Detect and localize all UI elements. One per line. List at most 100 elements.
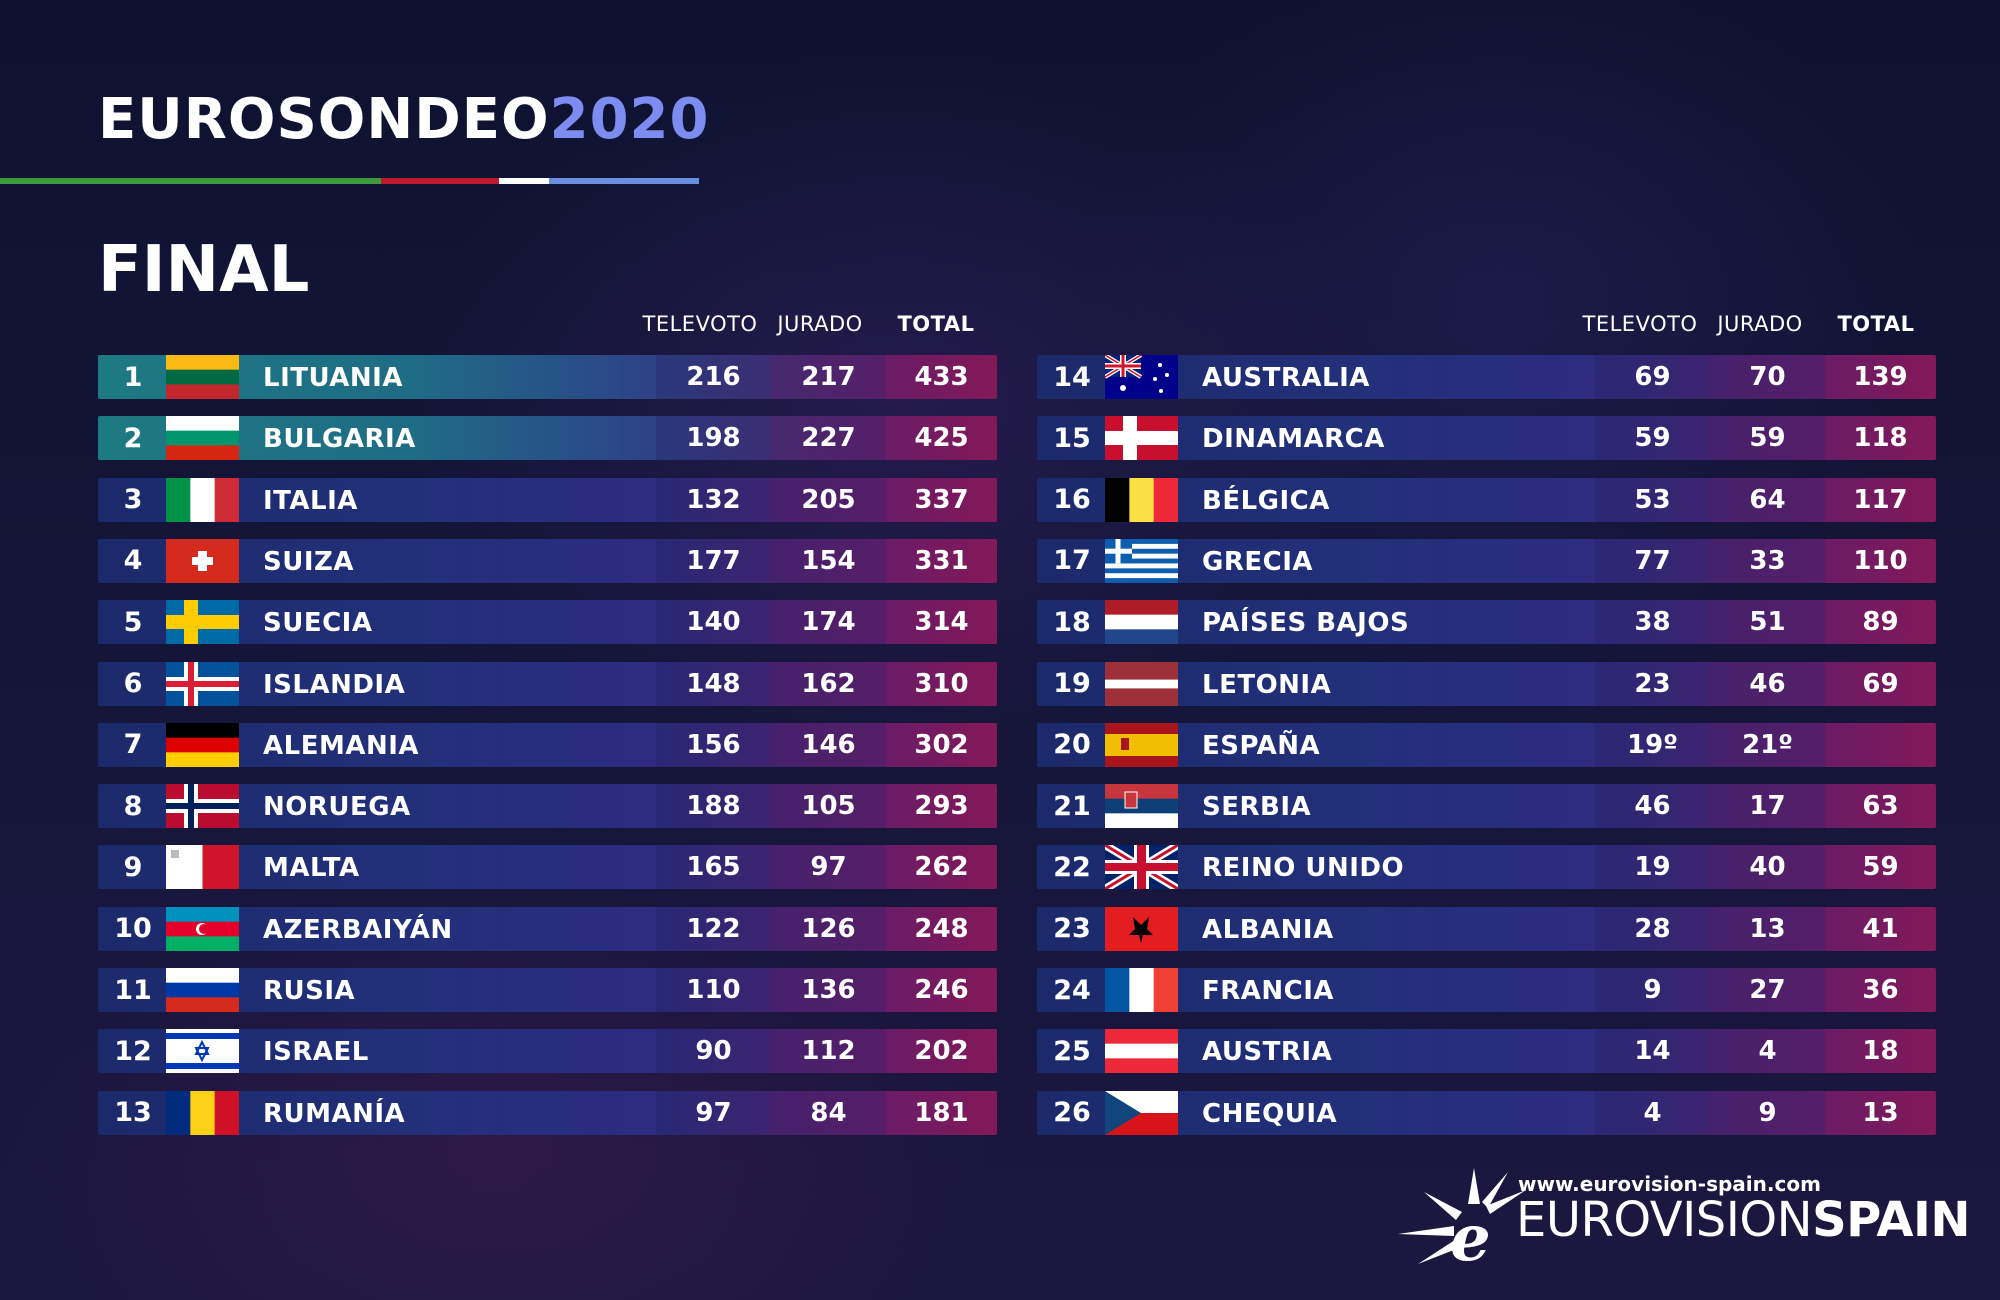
jurado-points: 70 (1710, 355, 1825, 399)
brand-name: EUROVISIONSPAIN (1516, 1196, 1971, 1244)
austria-flag-icon (1105, 1029, 1178, 1074)
televoto-points: 19º (1595, 722, 1710, 767)
stripe-white (499, 178, 549, 184)
total-points: 246 (886, 968, 997, 1012)
total-points: 248 (886, 906, 997, 951)
jurado-points: 105 (771, 784, 886, 829)
sweden-flag-icon (166, 600, 239, 645)
country-name: NORUEGA (263, 792, 411, 823)
country-name: LITUANIA (263, 363, 403, 393)
azerbaijan-flag-icon (166, 906, 239, 951)
jurado-points: 174 (771, 600, 886, 645)
country-name: CHEQUIA (1202, 1098, 1338, 1129)
total-points: 202 (886, 1029, 997, 1074)
table-row: 9 MALTA 165 97 262 (98, 845, 997, 890)
brand-bold: SPAIN (1812, 1192, 1971, 1248)
televoto-points: 69 (1595, 355, 1710, 399)
rank-number: 14 (1053, 361, 1091, 393)
table-row: 12 ISRAEL 90 112 202 (98, 1029, 997, 1074)
country-name: GRECIA (1202, 546, 1313, 577)
televoto-points: 38 (1595, 600, 1710, 645)
jurado-points: 59 (1710, 416, 1825, 461)
total-points: 117 (1825, 477, 1936, 522)
column-header-jurado: JURADO (777, 312, 863, 336)
rank-number: 20 (1053, 729, 1091, 761)
romania-flag-icon (166, 1090, 239, 1135)
televoto-points: 23 (1595, 661, 1710, 706)
televoto-points: 28 (1595, 906, 1710, 951)
jurado-points: 136 (771, 968, 886, 1012)
jurado-points: 112 (771, 1029, 886, 1074)
jurado-points: 162 (771, 661, 886, 706)
country-name: SUECIA (263, 608, 373, 639)
jurado-points: 154 (771, 538, 886, 583)
norway-flag-icon (166, 784, 239, 829)
jurado-points: 27 (1710, 968, 1825, 1012)
table-row: 19 LETONIA 23 46 69 (1037, 661, 1936, 706)
televoto-points: 122 (656, 906, 771, 951)
rank-number: 7 (123, 729, 143, 761)
rank-number: 24 (1053, 974, 1091, 1006)
jurado-points: 227 (771, 416, 886, 461)
rank-number: 2 (123, 422, 143, 454)
rank-number: 13 (114, 1097, 152, 1129)
country-name: ISRAEL (263, 1037, 369, 1068)
rank-number: 6 (123, 668, 143, 699)
rank-number: 9 (123, 851, 143, 883)
televoto-points: 90 (656, 1029, 771, 1074)
country-name: ALBANIA (1202, 914, 1334, 945)
total-points: 59 (1825, 845, 1936, 890)
total-points: 310 (886, 661, 997, 706)
televoto-points: 77 (1595, 538, 1710, 583)
jurado-points: 97 (771, 845, 886, 890)
jurado-points: 4 (1710, 1029, 1825, 1074)
total-points: 314 (886, 600, 997, 645)
jurado-points: 17 (1710, 784, 1825, 829)
column-header-jurado: JURADO (1717, 312, 1803, 336)
total-points: 41 (1825, 906, 1936, 951)
table-row: 10 AZERBAIYÁN 122 126 248 (98, 906, 997, 951)
table-row: 25 AUSTRIA 14 4 18 (1037, 1029, 1936, 1074)
rank-number: 12 (114, 1035, 152, 1067)
albania-flag-icon (1105, 906, 1178, 951)
country-name: FRANCIA (1202, 976, 1335, 1006)
australia-flag-icon (1105, 355, 1178, 399)
total-points: 18 (1825, 1029, 1936, 1074)
jurado-points: 217 (771, 355, 886, 399)
column-header-televoto: TELEVOTO (1582, 312, 1698, 336)
greece-flag-icon (1105, 538, 1178, 583)
table-row: 24 FRANCIA 9 27 36 (1037, 968, 1936, 1012)
televoto-points: 53 (1595, 477, 1710, 522)
rank-number: 21 (1053, 790, 1091, 822)
rank-number: 25 (1053, 1035, 1091, 1067)
rank-number: 23 (1053, 913, 1091, 945)
country-name: SERBIA (1202, 792, 1312, 823)
jurado-points: 33 (1710, 538, 1825, 583)
televoto-points: 9 (1595, 968, 1710, 1012)
jurado-points: 21º (1710, 722, 1825, 767)
stripe-blue (549, 178, 699, 184)
italy-flag-icon (166, 477, 239, 522)
title-year: 2020 (549, 87, 710, 152)
rank-number: 4 (123, 545, 143, 577)
country-name: PAÍSES BAJOS (1202, 608, 1410, 639)
televoto-points: 156 (656, 722, 771, 767)
total-points: 63 (1825, 784, 1936, 829)
total-points: 118 (1825, 416, 1936, 461)
table-row: 11 RUSIA 110 136 246 (98, 968, 997, 1012)
country-name: AUSTRALIA (1202, 363, 1370, 393)
switzerland-flag-icon (166, 538, 239, 583)
title-main: EUROSONDEO (98, 87, 550, 152)
rank-number: 22 (1053, 851, 1091, 883)
jurado-points: 205 (771, 477, 886, 522)
total-points: 110 (1825, 538, 1936, 583)
page-subtitle: FINAL (98, 233, 310, 307)
table-row: 8 NORUEGA 188 105 293 (98, 784, 997, 829)
table-row: 26 CHEQUIA 4 9 13 (1037, 1090, 1936, 1135)
televoto-points: 110 (656, 968, 771, 1012)
country-name: LETONIA (1202, 669, 1332, 700)
total-points: 89 (1825, 600, 1936, 645)
country-name: ISLANDIA (263, 669, 406, 700)
table-row: 20 ESPAÑA 19º 21º (1037, 722, 1936, 767)
table-row: 18 PAÍSES BAJOS 38 51 89 (1037, 600, 1936, 645)
